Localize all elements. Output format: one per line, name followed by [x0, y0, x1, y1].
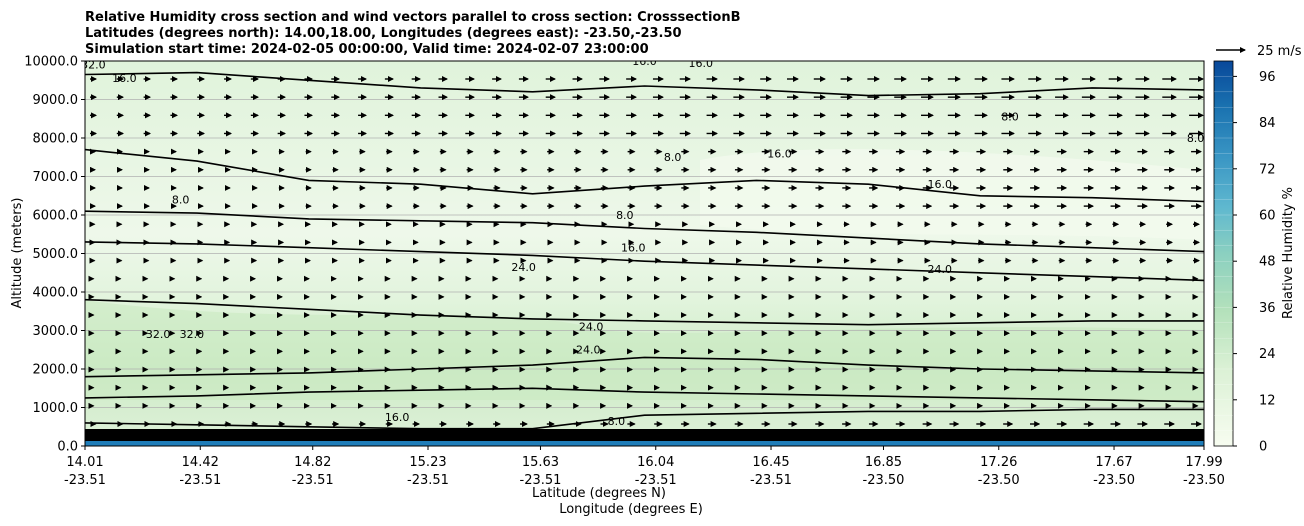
colorbar-tick-label: 36	[1259, 301, 1276, 316]
colorbar-label: Relative Humidity %	[1281, 187, 1296, 319]
colorbar-tick-label: 72	[1259, 162, 1276, 177]
x-tick-label-lat: 15.23	[409, 455, 446, 470]
y-tick-label: 1000.0	[33, 401, 79, 416]
rh-moist-layer	[85, 300, 1204, 400]
colorbar	[1213, 60, 1234, 447]
contour-label: 32.0	[146, 328, 171, 341]
grid-lines	[85, 61, 1204, 446]
y-tick-label: 3000.0	[33, 324, 79, 339]
x-tick-label-lon: -23.50	[863, 473, 905, 488]
contour-label: 16.0	[112, 72, 137, 85]
contour-label: 8.0	[616, 209, 634, 222]
colorbar-tick-label: 24	[1259, 347, 1276, 362]
x-tick-label-lon: -23.51	[179, 473, 221, 488]
contour-label: 8.0	[608, 415, 626, 428]
x-axis: 14.01 -23.51 14.42 -23.51 14.82 -23.51 15.23 -2…	[64, 446, 1225, 488]
contour-line	[85, 71, 1204, 97]
contour-line	[85, 387, 1204, 403]
x-tick-label-lon: -23.50	[1093, 473, 1135, 488]
contour-line	[85, 408, 1204, 430]
contour-label: 16.0	[767, 147, 792, 160]
y-tick-label: 9000.0	[33, 93, 79, 108]
contour-label: 16.0	[688, 57, 713, 70]
contour-label: 8.0	[1187, 132, 1205, 145]
x-tick-label-lon: -23.51	[407, 473, 449, 488]
contour-lines	[85, 71, 1204, 430]
contour-label: 24.0	[927, 263, 952, 276]
contour-label: 16.0	[621, 242, 646, 255]
x-tick-label-lat: 16.85	[865, 455, 902, 470]
colorbar-tick-label: 96	[1259, 70, 1276, 85]
contour-label: 16.0	[632, 55, 657, 68]
contour-line	[85, 298, 1204, 326]
contour-label: 32.0	[81, 59, 106, 72]
title-line-3: Simulation start time: 2024-02-05 00:00:…	[85, 42, 649, 57]
y-tick-label: 10000.0	[24, 55, 78, 70]
y-tick-label: 2000.0	[33, 363, 79, 378]
colorbar-tick-label: 84	[1259, 116, 1276, 131]
contour-label: 32.0	[180, 328, 205, 341]
x-tick-label-lat: 16.45	[752, 455, 789, 470]
quiver-key-label: 25 m/s	[1257, 44, 1302, 59]
contour-line	[85, 210, 1204, 253]
x-tick-label-lat: 14.82	[294, 455, 331, 470]
y-tick-label: 0.0	[57, 440, 78, 455]
x-tick-label-lon: -23.51	[64, 473, 106, 488]
colorbar-tick-label: 48	[1259, 255, 1276, 270]
contour-label: 24.0	[579, 321, 604, 334]
contour-label: 24.0	[576, 344, 601, 357]
contour-line	[85, 241, 1204, 282]
x-axis-label-lat: Latitude (degrees N)	[532, 486, 666, 501]
x-tick-label-lat: 14.42	[182, 455, 219, 470]
contour-line	[85, 148, 1204, 203]
y-tick-label: 7000.0	[33, 170, 79, 185]
x-tick-label-lon: -23.51	[292, 473, 334, 488]
x-tick-label-lat: 17.99	[1185, 455, 1222, 470]
x-tick-label-lon: -23.50	[978, 473, 1020, 488]
colorbar-ticks: 0 12 24 36 48 60 72 84 96	[1214, 70, 1276, 455]
x-tick-label-lat: 17.26	[980, 455, 1017, 470]
colorbar-tick-label: 0	[1259, 440, 1267, 455]
y-tick-label: 5000.0	[33, 247, 79, 262]
colorbar-tick-label: 60	[1259, 209, 1276, 224]
title-line-1: Relative Humidity cross section and wind…	[85, 10, 741, 25]
y-tick-label: 8000.0	[33, 132, 79, 147]
wind-vectors	[88, 76, 1204, 427]
contour-labels: 16.0 32.0 16.0 16.0 8.0 8.0 16.0 16.0 8.0 8.0 8.0 1…	[81, 55, 1205, 428]
x-tick-label-lat: 16.04	[637, 455, 674, 470]
title-line-2: Latitudes (degrees north): 14.00,18.00, …	[85, 26, 682, 41]
x-tick-label-lon: -23.51	[520, 473, 562, 488]
contour-label: 8.0	[1001, 111, 1019, 124]
y-axis: 0.0 1000.0 2000.0 3000.0 4000.0 5000.0 6000.0 7…	[24, 55, 85, 455]
contour-line	[85, 356, 1204, 378]
y-tick-label: 6000.0	[33, 209, 79, 224]
plot-area: 16.0 32.0 16.0 16.0 8.0 8.0 16.0 16.0 8.0 8.0 8.0 1…	[81, 55, 1205, 446]
y-axis-label: Altitude (meters)	[10, 198, 25, 309]
rh-dry-pocket	[700, 149, 1204, 240]
x-tick-label-lat: 14.01	[66, 455, 103, 470]
x-tick-label-lon: -23.51	[635, 473, 677, 488]
contour-label: 8.0	[172, 193, 190, 206]
x-tick-label-lon: -23.50	[1183, 473, 1225, 488]
x-tick-label-lat: 15.63	[522, 455, 559, 470]
contour-label: 24.0	[511, 261, 536, 274]
surface-contour-band	[85, 429, 1204, 441]
x-tick-label-lat: 17.67	[1095, 455, 1132, 470]
x-tick-label-lon: -23.51	[750, 473, 792, 488]
x-axis-label-lon: Longitude (degrees E)	[559, 502, 703, 517]
contour-label: 16.0	[385, 411, 410, 424]
contour-label: 16.0	[927, 178, 952, 191]
colorbar-tick-label: 12	[1259, 393, 1276, 408]
contour-label: 8.0	[664, 151, 682, 164]
y-tick-label: 4000.0	[33, 286, 79, 301]
